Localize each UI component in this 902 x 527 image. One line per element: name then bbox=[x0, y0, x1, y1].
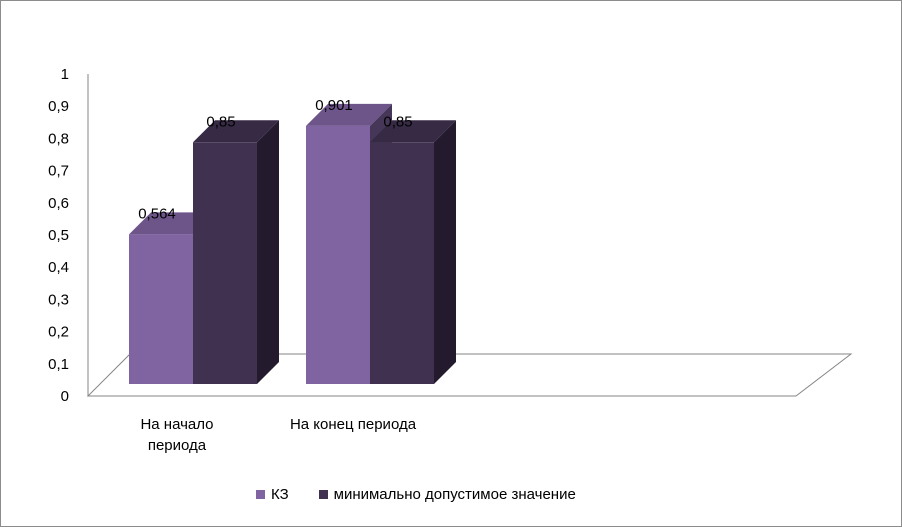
y-tick-label: 0,6 bbox=[48, 195, 69, 212]
bar-kz-start-front bbox=[129, 234, 193, 384]
bar-kz-end-front bbox=[306, 125, 370, 385]
y-tick-label: 0,7 bbox=[48, 163, 69, 180]
chart-plot: 0 0,1 0,2 0,3 0,4 0,5 0,6 0,7 0,8 0,9 1 0,564 0,901… bbox=[48, 66, 853, 454]
bar-min-value-end bbox=[370, 120, 456, 385]
bar-min-value-start-front bbox=[193, 142, 257, 384]
y-tick-label: 0,2 bbox=[48, 324, 69, 341]
bars-layer bbox=[129, 103, 456, 385]
legend-swatch-min-value bbox=[318, 490, 328, 499]
x-category-label-line: периода bbox=[148, 437, 207, 454]
bar-kz-end-top bbox=[306, 103, 392, 126]
data-label-bar-min-value-start: 0,85 bbox=[206, 113, 235, 130]
legend-item-min-value: минимально допустимое значение bbox=[318, 486, 576, 503]
data-label-bar-min-value-end: 0,85 bbox=[383, 113, 412, 130]
data-label-bar-kz-end: 0,901 bbox=[315, 97, 353, 114]
x-category-label-0: На начало периода bbox=[140, 416, 213, 454]
floor-layer bbox=[86, 353, 853, 397]
x-category-label-line: На конец периода bbox=[290, 416, 417, 433]
legend-item-kz: КЗ bbox=[256, 486, 289, 503]
y-tick-label: 0,1 bbox=[48, 356, 69, 373]
x-category-label-line: На начало bbox=[140, 416, 213, 433]
y-tick-label: 0 bbox=[61, 388, 69, 405]
legend-label-min-value: минимально допустимое значение bbox=[333, 486, 576, 503]
chart-floor bbox=[86, 353, 853, 397]
bar-min-value-end-side bbox=[434, 120, 456, 385]
legend: КЗ минимально допустимое значение bbox=[256, 486, 606, 503]
labels-layer: 0,564 0,901 0,85 0,85 На начало периода На кон… bbox=[138, 97, 416, 454]
y-tick-label: 1 bbox=[61, 66, 69, 83]
axes-layer: 0 0,1 0,2 0,3 0,4 0,5 0,6 0,7 0,8 0,9 1 bbox=[48, 66, 89, 405]
bar-min-value-start-side bbox=[257, 120, 279, 385]
y-tick-label: 0,3 bbox=[48, 291, 69, 308]
y-tick-label: 0,5 bbox=[48, 227, 69, 244]
data-label-bar-kz-start: 0,564 bbox=[138, 205, 176, 222]
bar-min-value-start bbox=[193, 120, 279, 385]
bar-min-value-end-top bbox=[370, 120, 456, 143]
legend-swatch-kz bbox=[256, 490, 265, 499]
y-tick-label: 0,9 bbox=[48, 98, 69, 115]
y-tick-label: 0,8 bbox=[48, 130, 69, 147]
bar-min-value-end-front bbox=[370, 142, 434, 384]
bar-min-value-start-top bbox=[193, 120, 279, 143]
x-category-label-1: На конец периода bbox=[290, 416, 417, 433]
y-tick-label: 0,4 bbox=[48, 259, 69, 276]
legend-label-kz: КЗ bbox=[271, 486, 289, 503]
